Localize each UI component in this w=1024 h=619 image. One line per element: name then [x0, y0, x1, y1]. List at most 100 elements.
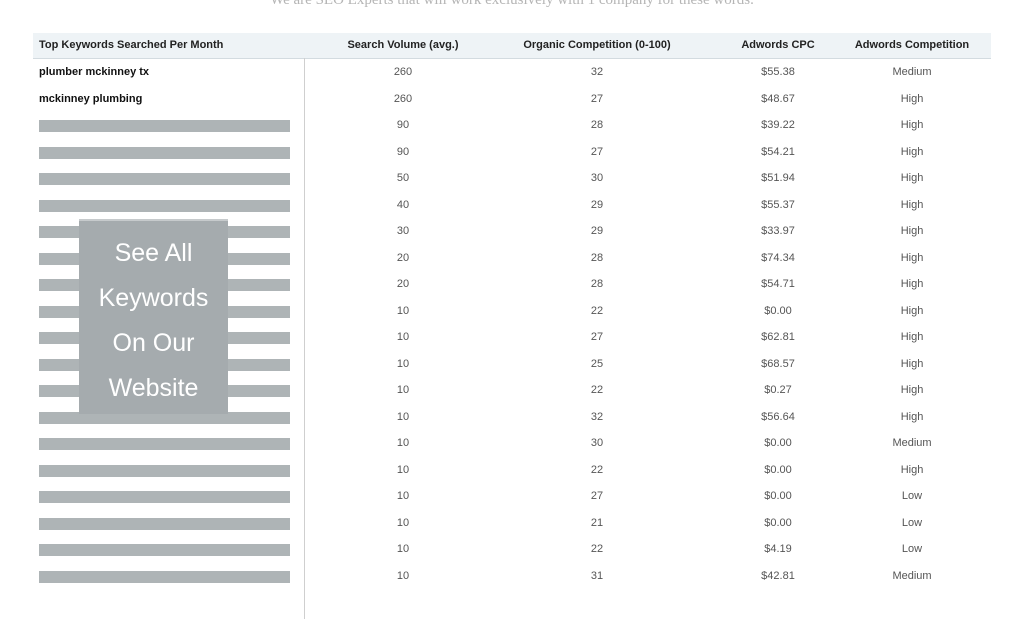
adwords-competition-cell: High: [900, 463, 924, 476]
table-row: 10 30 $0.00 Medium: [33, 430, 991, 457]
search-volume-cell: 10: [396, 463, 410, 476]
organic-competition-cell: 32: [590, 66, 604, 78]
redacted-keyword-bar: [39, 491, 290, 503]
organic-competition-cell: 31: [590, 569, 604, 582]
adwords-cpc-cell: $33.97: [761, 225, 795, 237]
search-volume-cell: 260: [393, 66, 413, 78]
organic-competition-cell: 30: [590, 437, 604, 449]
adwords-competition-cell: Low: [901, 543, 923, 555]
adwords-competition-cell: High: [900, 198, 924, 211]
adwords-cpc-cell: $0.00: [764, 490, 792, 502]
table-row: 50 30 $51.94 High: [33, 165, 991, 192]
search-volume-cell: 20: [396, 251, 410, 264]
adwords-cpc-cell: $0.00: [764, 516, 792, 529]
search-volume-cell: 10: [396, 331, 410, 343]
organic-competition-cell: 28: [590, 251, 604, 264]
search-volume-cell: 50: [396, 172, 410, 184]
keyword-table: Top Keywords Searched Per Month Search V…: [33, 33, 991, 619]
adwords-competition-cell: High: [900, 225, 924, 237]
table-row: 10 32 $56.64 High: [33, 404, 991, 431]
adwords-competition-cell: Low: [901, 516, 923, 529]
search-volume-cell: 10: [396, 569, 410, 582]
header-adwords-cpc: Adwords CPC: [741, 39, 815, 51]
search-volume-cell: 10: [396, 304, 410, 317]
table-header: Top Keywords Searched Per Month Search V…: [33, 33, 991, 59]
adwords-competition-cell: High: [900, 172, 924, 184]
adwords-competition-cell: High: [900, 278, 924, 290]
table-row: mckinney plumbing 260 27 $48.67 High: [33, 86, 991, 113]
table-row: 10 27 $0.00 Low: [33, 483, 991, 510]
search-volume-cell: 10: [396, 543, 410, 555]
organic-competition-cell: 30: [590, 172, 604, 184]
adwords-cpc-cell: $74.34: [761, 251, 795, 264]
adwords-competition-cell: High: [900, 119, 924, 131]
adwords-competition-cell: High: [900, 357, 924, 370]
organic-competition-cell: 22: [590, 304, 604, 317]
page-caption: We are SEO Experts that will work exclus…: [270, 0, 754, 8]
table-row: 90 27 $54.21 High: [33, 139, 991, 166]
adwords-cpc-cell: $56.64: [761, 410, 795, 423]
organic-competition-cell: 27: [590, 331, 604, 343]
see-all-keywords-button[interactable]: See All Keywords On Our Website: [79, 219, 228, 414]
search-volume-cell: 30: [396, 225, 410, 237]
organic-competition-cell: 22: [590, 463, 604, 476]
redacted-keyword-bar: [39, 464, 290, 477]
table-row: 10 22 $4.19 Low: [33, 536, 991, 563]
adwords-cpc-cell: $0.00: [764, 463, 792, 476]
adwords-competition-cell: Low: [901, 490, 923, 502]
organic-competition-cell: 22: [590, 543, 604, 555]
table-row: 10 31 $42.81 Medium: [33, 563, 991, 590]
redacted-keyword-bar: [39, 438, 290, 450]
redacted-keyword-bar: [39, 199, 290, 212]
organic-competition-cell: 25: [590, 357, 604, 370]
adwords-competition-cell: High: [900, 92, 924, 105]
table-row: 10 21 $0.00 Low: [33, 510, 991, 537]
search-volume-cell: 10: [396, 384, 410, 396]
search-volume-cell: 10: [396, 516, 410, 529]
search-volume-cell: 20: [396, 278, 410, 290]
search-volume-cell: 10: [396, 437, 410, 449]
adwords-competition-cell: High: [900, 251, 924, 264]
organic-competition-cell: 28: [590, 119, 604, 131]
see-all-line: See All: [114, 239, 193, 267]
see-all-line: On Our: [112, 329, 195, 357]
adwords-competition-cell: High: [900, 410, 924, 423]
adwords-competition-cell: High: [900, 384, 924, 396]
search-volume-cell: 10: [396, 490, 410, 502]
organic-competition-cell: 29: [590, 225, 604, 237]
adwords-cpc-cell: $55.38: [761, 66, 795, 78]
adwords-cpc-cell: $55.37: [761, 198, 795, 211]
adwords-competition-cell: Medium: [892, 569, 932, 582]
redacted-keyword-bar: [39, 120, 290, 132]
organic-competition-cell: 21: [590, 516, 604, 529]
adwords-cpc-cell: $51.94: [761, 172, 795, 184]
adwords-cpc-cell: $0.00: [764, 304, 792, 317]
table-row: plumber mckinney tx 260 32 $55.38 Medium: [33, 59, 991, 86]
organic-competition-cell: 29: [590, 198, 604, 211]
header-search-volume: Search Volume (avg.): [347, 39, 459, 51]
search-volume-cell: 10: [396, 410, 410, 423]
keyword-cell: plumber mckinney tx: [39, 66, 150, 78]
organic-competition-cell: 27: [590, 490, 604, 502]
adwords-cpc-cell: $48.67: [761, 92, 795, 105]
organic-competition-cell: 28: [590, 278, 604, 290]
search-volume-cell: 10: [396, 357, 410, 370]
adwords-cpc-cell: $39.22: [761, 119, 795, 131]
adwords-cpc-cell: $4.19: [764, 543, 792, 555]
table-row: 10 22 $0.00 High: [33, 457, 991, 484]
adwords-cpc-cell: $42.81: [761, 569, 795, 582]
search-volume-cell: 260: [393, 92, 413, 105]
adwords-cpc-cell: $68.57: [761, 357, 795, 370]
see-all-line: Keywords: [98, 284, 209, 312]
adwords-competition-cell: High: [900, 331, 924, 343]
organic-competition-cell: 32: [590, 410, 604, 423]
column-divider: [304, 58, 305, 619]
redacted-keyword-bar: [39, 570, 290, 583]
redacted-keyword-bar: [39, 517, 290, 530]
adwords-cpc-cell: $0.00: [764, 437, 792, 449]
table-row: 40 29 $55.37 High: [33, 192, 991, 219]
see-all-line: Website: [108, 374, 199, 402]
see-all-label: See All Keywords On Our Website: [79, 221, 228, 411]
table-row: 90 28 $39.22 High: [33, 112, 991, 139]
organic-competition-cell: 27: [590, 92, 604, 105]
